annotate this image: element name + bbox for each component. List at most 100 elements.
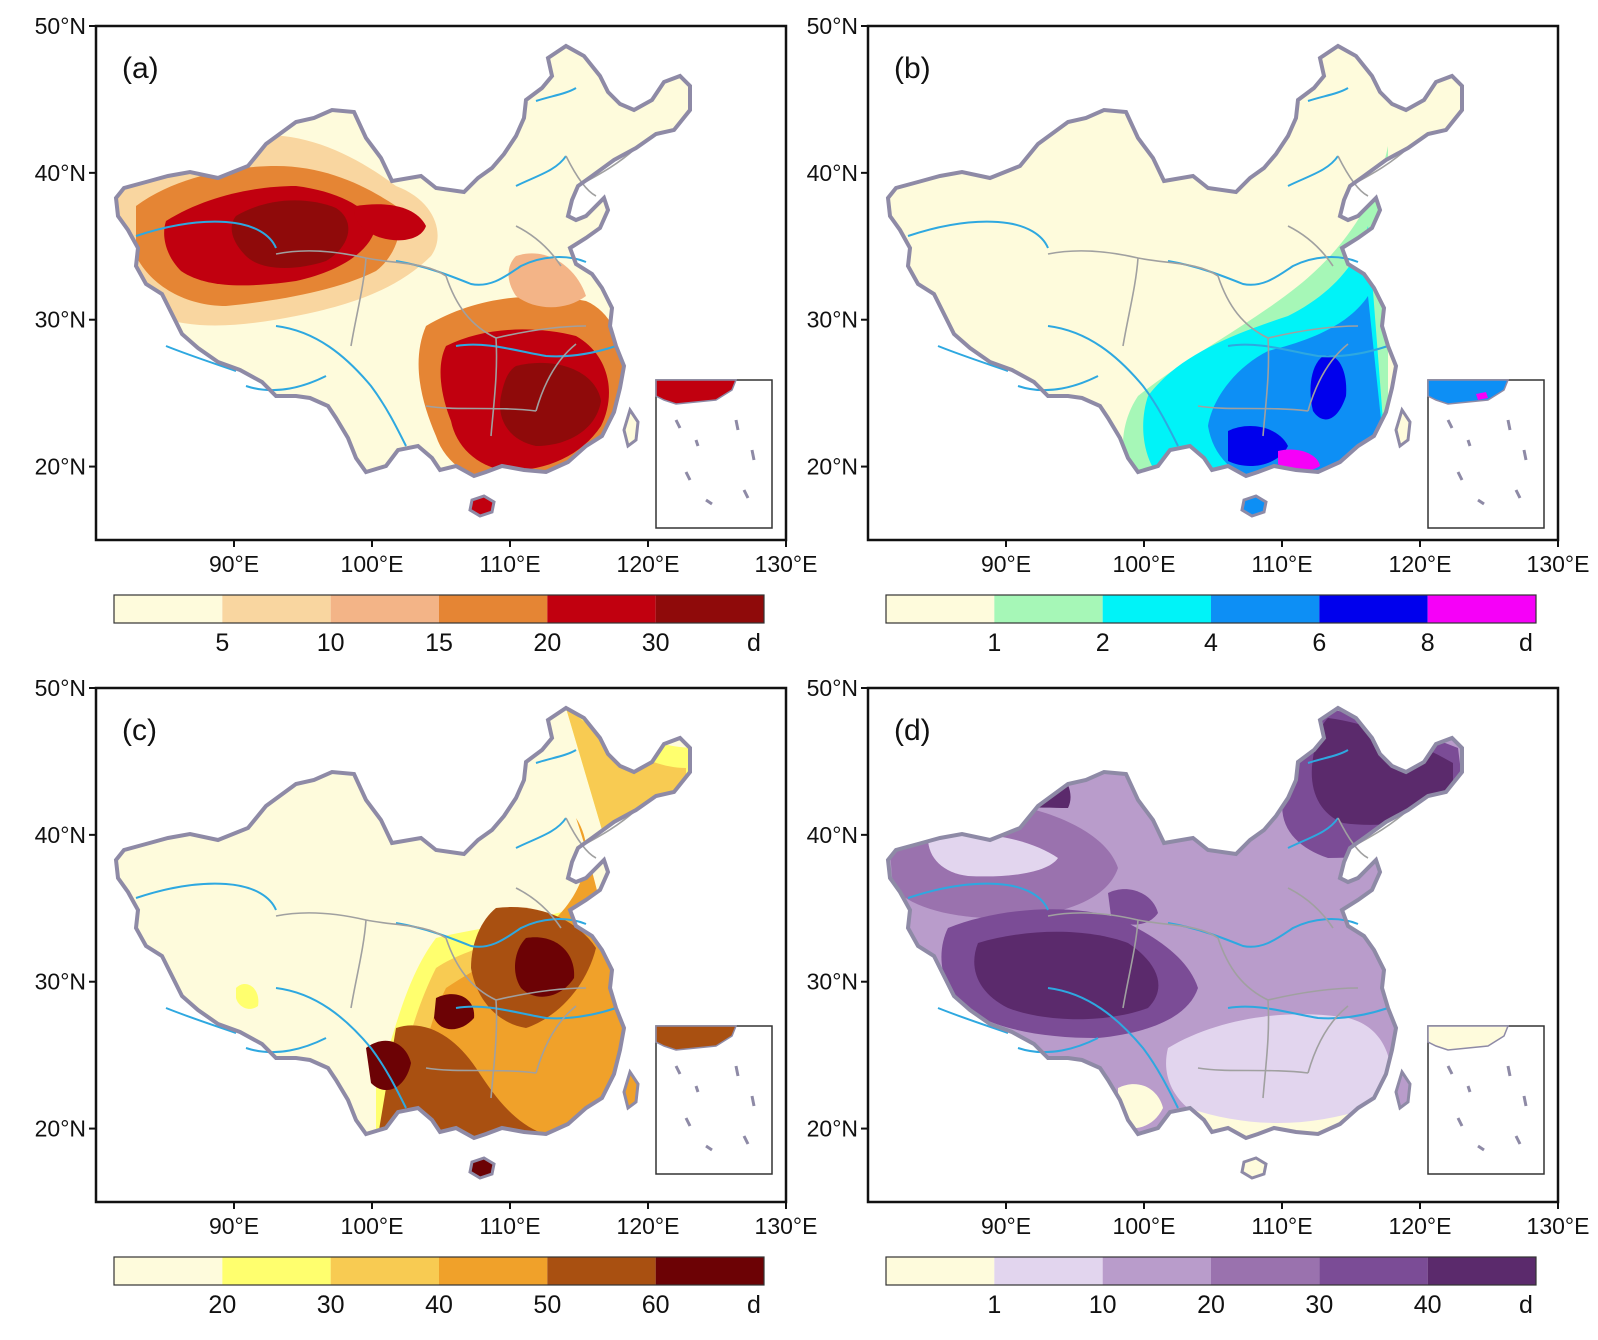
lon-tick-label: 100°E (341, 551, 404, 577)
colorbar-label: 60 (642, 1291, 670, 1319)
colorbar-label: 30 (642, 629, 670, 657)
lat-tick-label: 20°N (807, 454, 858, 480)
panel-label: (b) (894, 52, 931, 85)
lat-tick-label: 30°N (35, 307, 86, 333)
colorbar-swatch (114, 1257, 223, 1285)
lon-tick-label: 110°E (479, 1213, 540, 1239)
panel-c: (c) (94, 686, 788, 1204)
lat-tick-label: 20°N (35, 454, 86, 480)
lon-tick-label: 90°E (981, 551, 1031, 577)
lat-tick-label: 50°N (807, 13, 858, 39)
south-china-sea-inset (1427, 379, 1545, 529)
colorbar-swatch (547, 595, 656, 623)
colorbar-unit: d (747, 1291, 761, 1319)
colorbar-swatch (655, 595, 764, 623)
lat-tick-label: 40°N (807, 160, 858, 186)
lon-tick-label: 100°E (1113, 1213, 1176, 1239)
colorbar-swatch (1102, 595, 1211, 623)
colorbar-label: 50 (533, 1291, 561, 1319)
lon-tick-label: 130°E (1527, 1213, 1590, 1239)
hainan-island (468, 494, 496, 518)
colorbar-label: 2 (1096, 629, 1110, 657)
colorbar-label: 20 (208, 1291, 236, 1319)
colorbar-swatch (330, 1257, 439, 1285)
colorbar-label: 10 (317, 629, 345, 657)
lat-tick-label: 50°N (807, 675, 858, 701)
panel-label: (c) (122, 714, 157, 747)
colorbar-swatch (222, 595, 331, 623)
lon-tick-label: 90°E (981, 1213, 1031, 1239)
colorbar-swatch (114, 595, 223, 623)
colorbar-label: 30 (317, 1291, 345, 1319)
lon-tick-label: 90°E (209, 1213, 259, 1239)
colorbar-swatch (222, 1257, 331, 1285)
colorbar-swatch (994, 595, 1103, 623)
lat-tick-label: 50°N (35, 675, 86, 701)
colorbar-swatch (439, 595, 548, 623)
colorbar-swatch (1427, 595, 1536, 623)
lon-tick-label: 110°E (479, 551, 540, 577)
lat-tick-label: 30°N (35, 969, 86, 995)
panel-a: (a) (94, 24, 788, 542)
colorbar-unit: d (1519, 629, 1533, 657)
colorbar-label: 40 (425, 1291, 453, 1319)
lon-tick-label: 130°E (1527, 551, 1590, 577)
lon-tick-label: 130°E (755, 551, 818, 577)
lon-tick-label: 100°E (1113, 551, 1176, 577)
colorbar-label: 20 (1197, 1291, 1225, 1319)
colorbar-swatch (886, 595, 995, 623)
colorbar-swatch (439, 1257, 548, 1285)
colorbar-label: 20 (533, 629, 561, 657)
colorbar-frame (885, 594, 1537, 624)
panel-label: (a) (122, 52, 159, 85)
lon-tick-label: 120°E (1389, 551, 1452, 577)
lat-tick-label: 40°N (807, 822, 858, 848)
colorbar-swatch (886, 1257, 995, 1285)
colorbar-frame (113, 594, 765, 624)
colorbar-swatch (547, 1257, 656, 1285)
colorbar-frame (113, 1256, 765, 1286)
colorbar-label: 1 (987, 629, 1001, 657)
axes-layer: 50°N 40°N 30°N 20°N 90°E 100°E 110°E 120°E 130°E… (35, 13, 1590, 1319)
lon-tick-label: 110°E (1251, 551, 1312, 577)
lat-tick-label: 30°N (807, 969, 858, 995)
colorbar-label: 10 (1089, 1291, 1117, 1319)
colorbar-swatch (330, 595, 439, 623)
lon-tick-label: 90°E (209, 551, 259, 577)
south-china-sea-inset (1427, 1025, 1545, 1175)
south-china-sea-inset (655, 1025, 773, 1175)
colorbar-label: 4 (1204, 629, 1218, 657)
lat-tick-label: 50°N (35, 13, 86, 39)
lon-tick-label: 130°E (755, 1213, 818, 1239)
colorbar-swatch (1102, 1257, 1211, 1285)
lat-tick-label: 40°N (35, 160, 86, 186)
lon-tick-label: 120°E (617, 1213, 680, 1239)
hainan-island (468, 1156, 496, 1180)
colorbar-unit: d (747, 629, 761, 657)
colorbar-swatch (1319, 595, 1428, 623)
lon-tick-label: 120°E (1389, 1213, 1452, 1239)
colorbar-label: 6 (1312, 629, 1326, 657)
hainan-island (1240, 494, 1268, 518)
south-china-sea-inset (655, 379, 773, 529)
lat-tick-label: 20°N (35, 1116, 86, 1142)
colorbar-frame (885, 1256, 1537, 1286)
panel-label: (d) (894, 714, 931, 747)
lat-tick-label: 40°N (35, 822, 86, 848)
colorbar-swatch (1211, 595, 1320, 623)
colorbar-label: 15 (425, 629, 453, 657)
panel-d: (d) (866, 686, 1560, 1204)
colorbar-swatch (1319, 1257, 1428, 1285)
colorbar-label: 8 (1421, 629, 1435, 657)
lat-tick-label: 20°N (807, 1116, 858, 1142)
colorbar-label: 5 (215, 629, 229, 657)
panel-b: (b) (866, 24, 1560, 542)
colorbar-label: 1 (987, 1291, 1001, 1319)
colorbar-swatch (655, 1257, 764, 1285)
lon-tick-label: 110°E (1251, 1213, 1312, 1239)
colorbar-swatch (1211, 1257, 1320, 1285)
lon-tick-label: 120°E (617, 551, 680, 577)
lat-tick-label: 30°N (807, 307, 858, 333)
lon-tick-label: 100°E (341, 1213, 404, 1239)
